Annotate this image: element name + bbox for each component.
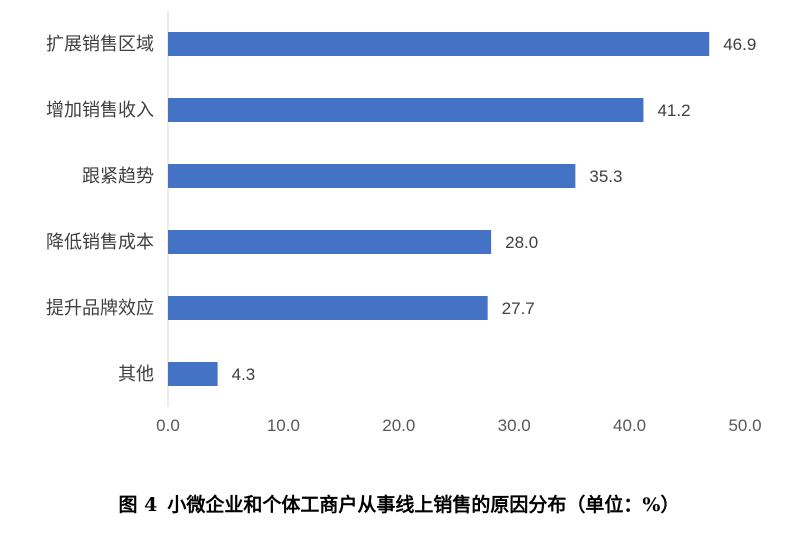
x-tick-label: 0.0 bbox=[156, 416, 180, 435]
x-tick-label: 30.0 bbox=[498, 416, 531, 435]
data-label: 46.9 bbox=[723, 35, 756, 54]
x-tick-label: 20.0 bbox=[382, 416, 415, 435]
category-label: 降低销售成本 bbox=[46, 232, 154, 253]
x-tick-label: 10.0 bbox=[267, 416, 300, 435]
bar bbox=[168, 98, 644, 122]
bar bbox=[168, 230, 492, 254]
figure-title: 小微企业和个体工商户从事线上销售的原因分布（单位：%） bbox=[167, 494, 680, 516]
value-labels-group: 46.9 41.2 35.3 28.0 27.7 4.3 bbox=[232, 35, 757, 384]
x-tick-label: 50.0 bbox=[728, 416, 761, 435]
category-label: 扩展销售区域 bbox=[46, 34, 154, 55]
figure-number: 图 4 bbox=[118, 494, 158, 516]
data-label: 27.7 bbox=[502, 299, 535, 318]
category-label: 跟紧趋势 bbox=[82, 166, 154, 187]
bars-group bbox=[168, 32, 710, 386]
bar bbox=[168, 362, 218, 386]
data-label: 28.0 bbox=[505, 233, 538, 252]
bar bbox=[168, 164, 576, 188]
data-label: 4.3 bbox=[232, 365, 256, 384]
x-tick-label: 40.0 bbox=[613, 416, 646, 435]
category-label: 其他 bbox=[118, 364, 154, 385]
bar bbox=[168, 32, 710, 56]
x-tick-labels-group: 0.0 10.0 20.0 30.0 40.0 50.0 bbox=[156, 416, 761, 435]
figure-caption: 图 4 小微企业和个体工商户从事线上销售的原因分布（单位：%） bbox=[0, 490, 798, 517]
category-label: 增加销售收入 bbox=[46, 100, 154, 121]
data-label: 41.2 bbox=[657, 101, 690, 120]
category-label: 提升品牌效应 bbox=[46, 298, 154, 319]
data-label: 35.3 bbox=[589, 167, 622, 186]
bar bbox=[168, 296, 488, 320]
